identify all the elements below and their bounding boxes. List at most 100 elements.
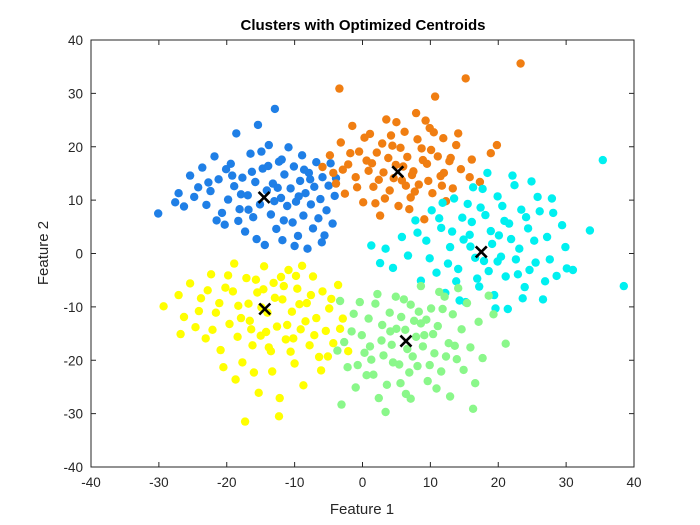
- cluster-1-point: [232, 129, 241, 138]
- cluster-1-point: [236, 190, 246, 199]
- cluster-3-point: [511, 255, 521, 264]
- cluster-5-point: [440, 292, 449, 301]
- cluster-2-point: [433, 152, 442, 161]
- cluster-5-point: [426, 304, 436, 313]
- cluster-4-point: [272, 322, 282, 331]
- cluster-2-point: [452, 140, 461, 150]
- cluster-5-point: [414, 307, 423, 316]
- cluster-1-point: [318, 173, 327, 182]
- cluster-2-point: [448, 184, 457, 193]
- cluster-5-point: [468, 404, 478, 413]
- cluster-2-point: [340, 189, 350, 198]
- cluster-1-point: [295, 176, 305, 186]
- cluster-4-point: [236, 313, 246, 323]
- cluster-4-point: [185, 279, 195, 288]
- cluster-5-point: [349, 309, 358, 318]
- cluster-3-point: [381, 244, 390, 253]
- cluster-5-point: [403, 344, 412, 354]
- cluster-1-point: [293, 231, 303, 241]
- x-tick-label: -30: [149, 475, 169, 490]
- cluster-5-point: [371, 299, 380, 308]
- cluster-2-point: [384, 153, 393, 163]
- cluster-1-point: [270, 104, 280, 114]
- cluster-5-point: [362, 371, 371, 380]
- cluster-5-point: [378, 320, 387, 330]
- cluster-1-point: [322, 206, 331, 215]
- cluster-3-point: [465, 230, 474, 239]
- cluster-2-point: [367, 159, 377, 168]
- cluster-1-point: [270, 197, 279, 206]
- cluster-4-point: [233, 332, 242, 341]
- cluster-4-point: [234, 301, 243, 310]
- centroid-markers: [257, 165, 488, 348]
- cluster-3-point: [367, 241, 376, 250]
- cluster-2-point: [386, 131, 396, 140]
- cluster-3-point: [435, 214, 444, 223]
- cluster-4-point: [344, 347, 353, 356]
- cluster-5-point: [409, 316, 419, 325]
- cluster-3-point: [388, 263, 398, 273]
- cluster-1-point: [264, 161, 273, 171]
- cluster-3-point: [545, 255, 554, 264]
- cluster-4-point: [194, 306, 204, 316]
- cluster-3-point: [549, 208, 558, 218]
- cluster-5-point: [405, 368, 414, 377]
- cluster-1-point: [202, 200, 211, 210]
- cluster-4-point: [216, 345, 225, 355]
- cluster-1-point: [280, 170, 289, 179]
- cluster-3-point: [478, 184, 487, 194]
- cluster-1-point: [257, 147, 266, 156]
- cluster-4-point: [179, 312, 189, 322]
- cluster-3-point: [531, 258, 540, 267]
- cluster-2-point: [407, 170, 417, 180]
- cluster-2-point: [382, 115, 391, 124]
- x-tick-label: -10: [285, 475, 305, 490]
- cluster-1-point: [251, 177, 260, 187]
- cluster-5-point: [450, 341, 459, 350]
- cluster-5-point: [462, 298, 472, 308]
- cluster-1-point: [266, 210, 276, 219]
- cluster-1-point: [226, 159, 235, 168]
- cluster-5-point: [418, 342, 428, 351]
- cluster-1-point: [247, 167, 257, 176]
- cluster-4-point: [176, 329, 185, 339]
- cluster-3-point: [547, 194, 557, 203]
- cluster-3-point: [375, 258, 385, 268]
- cluster-2-point: [375, 211, 385, 220]
- cluster-4-point: [306, 290, 316, 300]
- cluster-5-point: [459, 365, 468, 375]
- cluster-4-point: [269, 278, 278, 288]
- cluster-4-point: [302, 298, 311, 308]
- cluster-5-point: [457, 325, 466, 334]
- cluster-3-point: [427, 206, 436, 215]
- cluster-3-point: [515, 244, 524, 253]
- cluster-1-point: [212, 216, 221, 225]
- cluster-5-point: [471, 379, 480, 388]
- cluster-4-point: [327, 294, 336, 304]
- cluster-3-point: [619, 281, 628, 291]
- centroid-3-marker: [474, 245, 488, 259]
- cluster-4-point: [312, 313, 321, 323]
- cluster-1-point: [249, 213, 258, 222]
- y-tick-label: -20: [63, 353, 83, 368]
- cluster-3-point: [455, 296, 464, 305]
- cluster-3-point: [498, 201, 507, 211]
- cluster-4-point: [270, 293, 280, 302]
- cluster-4-point: [296, 325, 305, 334]
- cluster-5-point: [423, 376, 432, 386]
- cluster-4-point: [203, 286, 212, 295]
- cluster-1-point: [317, 238, 326, 247]
- cluster-3-point: [425, 254, 434, 263]
- cluster-3-point: [449, 194, 459, 203]
- cluster-5-point: [401, 389, 411, 399]
- cluster-1-point: [288, 218, 297, 227]
- cluster-2-point: [456, 165, 466, 174]
- cluster-2-point: [411, 108, 421, 118]
- cluster-3-point: [517, 205, 526, 214]
- cluster-4-point: [283, 320, 292, 330]
- x-axis-label: Feature 1: [330, 501, 394, 518]
- cluster-2-point: [338, 165, 347, 174]
- cluster-5-point: [478, 353, 487, 363]
- cluster-5-point: [501, 339, 510, 348]
- cluster-3-point: [483, 168, 492, 178]
